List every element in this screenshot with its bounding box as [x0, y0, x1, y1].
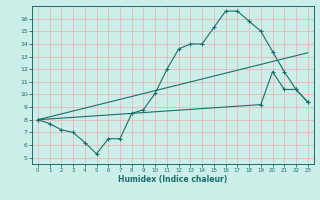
- X-axis label: Humidex (Indice chaleur): Humidex (Indice chaleur): [118, 175, 228, 184]
